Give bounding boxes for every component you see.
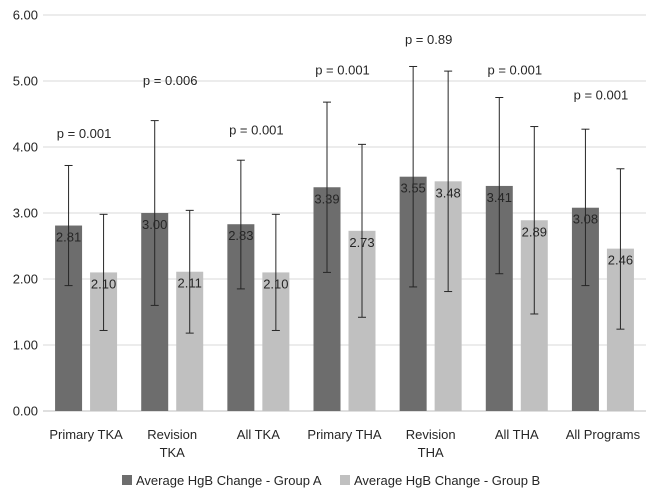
y-tick-label: 5.00 <box>13 74 38 89</box>
data-label: 2.83 <box>228 228 253 243</box>
category-label: THA <box>418 445 444 460</box>
data-label: 3.48 <box>435 185 460 200</box>
p-value-label: p = 0.001 <box>487 62 542 77</box>
data-label: 2.81 <box>56 230 81 245</box>
y-tick-label: 1.00 <box>13 338 38 353</box>
p-value-label: p = 0.001 <box>574 87 629 102</box>
category-label: Revision <box>147 427 197 442</box>
p-value-label: p = 0.001 <box>57 126 112 141</box>
data-label: 2.73 <box>349 235 374 250</box>
data-label: 3.00 <box>142 217 167 232</box>
legend-label: Average HgB Change - Group B <box>354 473 540 488</box>
data-label: 3.39 <box>314 191 339 206</box>
legend-swatch-group-a <box>122 475 132 485</box>
y-tick-label: 4.00 <box>13 140 38 155</box>
legend: Average HgB Change - Group A Average HgB … <box>122 473 540 488</box>
error-bars <box>64 65 625 334</box>
category-label: All Programs <box>566 427 641 442</box>
y-tick-label: 6.00 <box>13 8 38 23</box>
category-label: All TKA <box>237 427 280 442</box>
y-tick-label: 2.00 <box>13 272 38 287</box>
data-label: 2.89 <box>522 224 547 239</box>
y-tick-label: 0.00 <box>13 404 38 419</box>
legend-swatch-group-b <box>340 475 350 485</box>
data-label: 3.55 <box>400 181 425 196</box>
p-value-label: p = 0.006 <box>143 73 198 88</box>
data-label: 2.10 <box>263 276 288 291</box>
category-label: Revision <box>406 427 456 442</box>
p-value-label: p = 0.89 <box>405 32 452 47</box>
p-value-annotations: p = 0.001 p = 0.006 p = 0.001 p = 0.001 p = … <box>57 32 628 141</box>
p-value-label: p = 0.001 <box>229 122 284 137</box>
data-label: 3.41 <box>487 190 512 205</box>
bars <box>55 176 634 411</box>
data-labels: 2.81 2.10 3.00 2.11 2.83 2.10 3.39 2.73 3.55 3.48… <box>56 181 633 292</box>
category-label: Primary THA <box>307 427 381 442</box>
data-label: 2.11 <box>178 276 202 291</box>
data-label: 2.46 <box>608 253 633 268</box>
legend-label: Average HgB Change - Group A <box>136 473 322 488</box>
category-label: All THA <box>495 427 539 442</box>
category-label: Primary TKA <box>49 427 123 442</box>
y-axis-tick-labels: 0.00 1.00 2.00 3.00 4.00 5.00 6.00 <box>13 8 38 419</box>
y-tick-label: 3.00 <box>13 206 38 221</box>
p-value-label: p = 0.001 <box>315 62 370 77</box>
category-label: TKA <box>160 445 186 460</box>
data-label: 2.10 <box>91 276 116 291</box>
x-axis-category-labels: Primary TKA Revision TKA All TKA Primary THA… <box>49 427 640 460</box>
data-label: 3.08 <box>573 212 598 227</box>
